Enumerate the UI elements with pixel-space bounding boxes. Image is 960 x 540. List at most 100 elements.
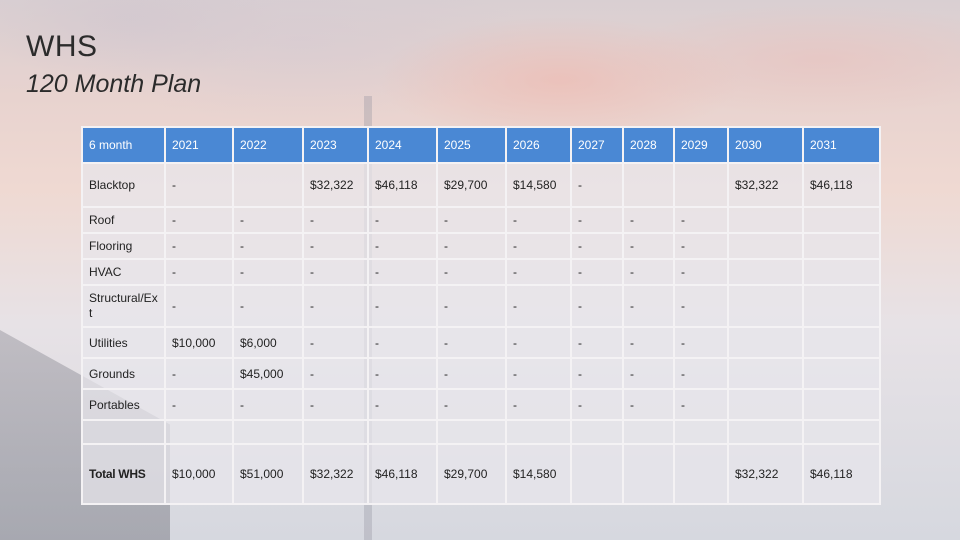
row-label: Blacktop bbox=[81, 162, 166, 208]
table-cell: $10,000 bbox=[164, 326, 234, 359]
table-cell: - bbox=[164, 388, 234, 421]
table-cell bbox=[570, 443, 624, 505]
row-label bbox=[81, 419, 166, 445]
table-cell bbox=[673, 443, 729, 505]
table-cell: - bbox=[673, 206, 729, 234]
table-row: Structural/Ext - - - - - - - - - bbox=[81, 284, 881, 328]
table-cell bbox=[302, 419, 369, 445]
column-header: 2027 bbox=[570, 126, 624, 164]
table-cell: - bbox=[570, 388, 624, 421]
table-cell bbox=[802, 326, 881, 359]
table-header-row: 6 month 2021 2022 2023 2024 2025 2026 20… bbox=[81, 126, 881, 164]
table-cell bbox=[164, 419, 234, 445]
table-cell: - bbox=[232, 258, 304, 286]
table-cell: $45,000 bbox=[232, 357, 304, 390]
table-cell: - bbox=[505, 284, 572, 328]
table-cell: $6,000 bbox=[232, 326, 304, 359]
table-cell: - bbox=[570, 206, 624, 234]
table-cell bbox=[727, 388, 804, 421]
table-cell: $51,000 bbox=[232, 443, 304, 505]
table-cell: - bbox=[232, 206, 304, 234]
table-cell bbox=[570, 419, 624, 445]
table-cell: $32,322 bbox=[302, 443, 369, 505]
table-cell: - bbox=[302, 232, 369, 260]
table-cell: - bbox=[622, 357, 675, 390]
table-row: Grounds - $45,000 - - - - - - - bbox=[81, 357, 881, 390]
table-cell bbox=[436, 419, 507, 445]
table-cell: - bbox=[622, 258, 675, 286]
table-cell: - bbox=[622, 284, 675, 328]
row-label: HVAC bbox=[81, 258, 166, 286]
slide-title: WHS bbox=[26, 30, 98, 63]
table-cell: - bbox=[436, 326, 507, 359]
table-cell bbox=[727, 326, 804, 359]
table-cell: $46,118 bbox=[802, 162, 881, 208]
table-cell: - bbox=[436, 388, 507, 421]
column-header: 2023 bbox=[302, 126, 369, 164]
table-cell: - bbox=[367, 326, 438, 359]
table-cell: $32,322 bbox=[727, 443, 804, 505]
table-cell: - bbox=[164, 162, 234, 208]
table-cell: - bbox=[673, 326, 729, 359]
table-cell: - bbox=[367, 258, 438, 286]
column-header: 2031 bbox=[802, 126, 881, 164]
table-cell bbox=[622, 419, 675, 445]
table-cell: - bbox=[570, 162, 624, 208]
table-cell: - bbox=[232, 232, 304, 260]
table-cell: - bbox=[232, 284, 304, 328]
table-cell: $32,322 bbox=[302, 162, 369, 208]
table-cell bbox=[802, 419, 881, 445]
column-header: 2028 bbox=[622, 126, 675, 164]
table-cell: - bbox=[436, 232, 507, 260]
table-cell: $29,700 bbox=[436, 443, 507, 505]
column-header: 2025 bbox=[436, 126, 507, 164]
table-cell bbox=[802, 357, 881, 390]
column-header: 2030 bbox=[727, 126, 804, 164]
row-label: Flooring bbox=[81, 232, 166, 260]
table-cell: $46,118 bbox=[367, 443, 438, 505]
table-cell bbox=[673, 419, 729, 445]
table-cell: - bbox=[622, 206, 675, 234]
column-header: 6 month bbox=[81, 126, 166, 164]
table-cell: - bbox=[622, 326, 675, 359]
table-cell bbox=[727, 284, 804, 328]
table-cell: - bbox=[505, 232, 572, 260]
table-cell: $14,580 bbox=[505, 443, 572, 505]
table-cell: - bbox=[302, 388, 369, 421]
slide-subtitle: 120 Month Plan bbox=[26, 70, 202, 98]
column-header: 2021 bbox=[164, 126, 234, 164]
table-cell: - bbox=[505, 388, 572, 421]
table-cell: - bbox=[622, 232, 675, 260]
table-cell: - bbox=[673, 232, 729, 260]
table-cell bbox=[802, 284, 881, 328]
table-cell: - bbox=[570, 357, 624, 390]
table-row-total: Total WHS $10,000 $51,000 $32,322 $46,11… bbox=[81, 443, 881, 505]
table-cell: $29,700 bbox=[436, 162, 507, 208]
table-cell: - bbox=[505, 357, 572, 390]
table-cell bbox=[232, 419, 304, 445]
table-cell bbox=[622, 162, 675, 208]
table-cell: $32,322 bbox=[727, 162, 804, 208]
column-header: 2029 bbox=[673, 126, 729, 164]
row-label-total: Total WHS bbox=[81, 443, 166, 505]
table-cell bbox=[802, 232, 881, 260]
table-cell: - bbox=[164, 232, 234, 260]
table-cell: - bbox=[302, 284, 369, 328]
row-label: Grounds bbox=[81, 357, 166, 390]
table-cell: - bbox=[436, 357, 507, 390]
row-label: Utilities bbox=[81, 326, 166, 359]
row-label: Structural/Ext bbox=[81, 284, 166, 328]
column-header: 2026 bbox=[505, 126, 572, 164]
table-cell bbox=[367, 419, 438, 445]
table-cell: - bbox=[302, 206, 369, 234]
table-cell: - bbox=[232, 388, 304, 421]
table-cell: - bbox=[570, 258, 624, 286]
column-header: 2022 bbox=[232, 126, 304, 164]
table-cell: $46,118 bbox=[802, 443, 881, 505]
table-cell: - bbox=[164, 357, 234, 390]
table-row-empty bbox=[81, 419, 881, 445]
table-cell: - bbox=[367, 206, 438, 234]
row-label: Roof bbox=[81, 206, 166, 234]
table-cell: - bbox=[164, 258, 234, 286]
table-cell: - bbox=[367, 284, 438, 328]
